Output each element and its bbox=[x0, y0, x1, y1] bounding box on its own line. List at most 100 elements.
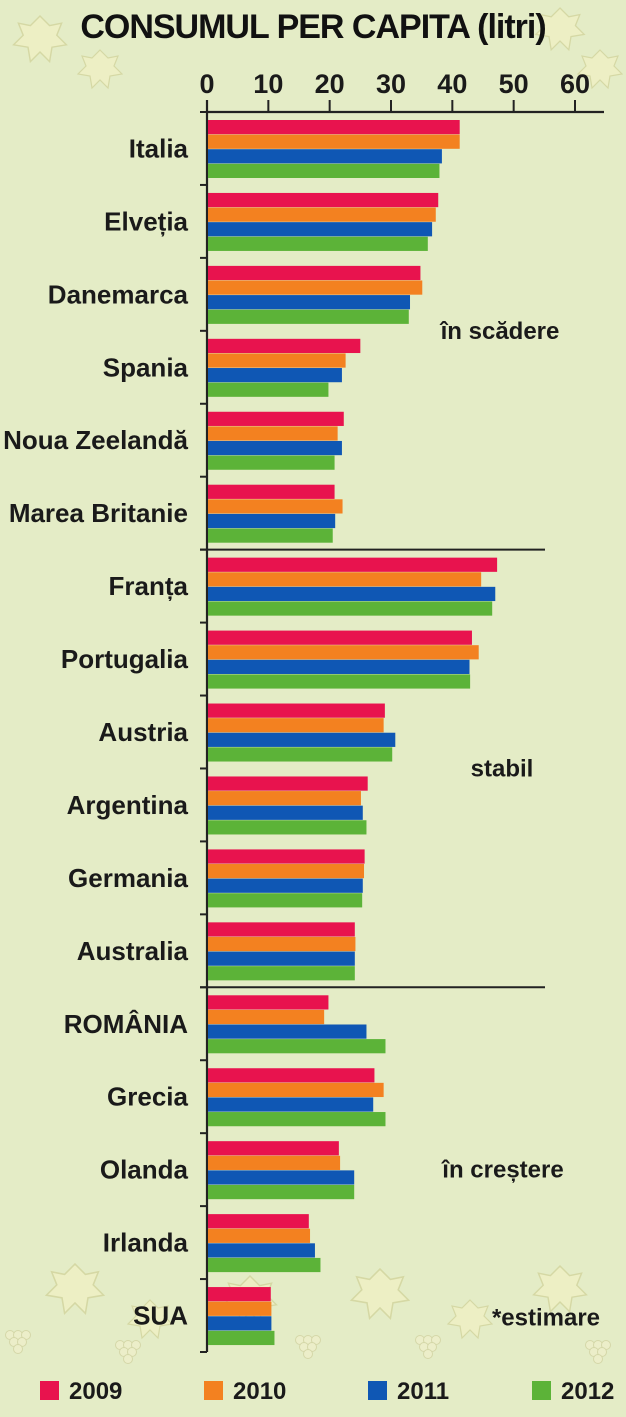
grape-cluster-icon bbox=[295, 1335, 321, 1359]
grape-leaf-icon bbox=[576, 49, 624, 90]
category-label: Grecia bbox=[107, 1082, 188, 1112]
legend-swatch bbox=[40, 1381, 59, 1400]
bar-2012 bbox=[208, 893, 363, 908]
group-label: în creștere bbox=[441, 1157, 563, 1184]
bar-2011 bbox=[208, 951, 355, 966]
bar-2010 bbox=[208, 936, 356, 952]
group-label: stabil bbox=[471, 755, 534, 782]
bar-2010 bbox=[208, 645, 479, 660]
bar-2009 bbox=[208, 120, 460, 135]
bar-2010 bbox=[208, 572, 482, 587]
bar-2011 bbox=[208, 732, 396, 747]
bar-2012 bbox=[208, 1184, 355, 1200]
legend-label: 2010 bbox=[233, 1378, 286, 1405]
bar-2011 bbox=[208, 513, 336, 529]
bar-2011 bbox=[208, 149, 442, 164]
legend-item: 2009 bbox=[40, 1378, 122, 1405]
bar-2009 bbox=[208, 484, 335, 499]
bar-2010 bbox=[208, 207, 436, 222]
group-label: în scădere bbox=[440, 318, 560, 345]
bar-2009 bbox=[208, 557, 498, 572]
bar-2011 bbox=[208, 1024, 367, 1039]
legend-item: 2012 bbox=[532, 1378, 614, 1405]
grape-leaf-icon bbox=[126, 1299, 174, 1340]
bar-2009 bbox=[208, 849, 365, 864]
category-label: Irlanda bbox=[103, 1228, 189, 1258]
bar-2010 bbox=[208, 134, 460, 149]
bar-2009 bbox=[208, 1214, 309, 1229]
category-label: Danemarca bbox=[48, 279, 189, 309]
bar-2012 bbox=[208, 1039, 386, 1054]
bar-2012 bbox=[208, 455, 335, 470]
bar-2012 bbox=[208, 236, 428, 251]
bar-2010 bbox=[208, 1228, 311, 1243]
bar-2010 bbox=[208, 353, 346, 368]
bar-2011 bbox=[208, 440, 342, 456]
bar-2011 bbox=[208, 878, 363, 893]
x-tick-label: 50 bbox=[499, 69, 529, 99]
category-label: Olanda bbox=[100, 1155, 189, 1185]
bar-2011 bbox=[208, 222, 433, 237]
bar-2009 bbox=[208, 995, 329, 1010]
bar-2009 bbox=[208, 922, 355, 937]
grape-leaf-icon bbox=[76, 49, 124, 90]
bar-2011 bbox=[208, 295, 411, 310]
bar-2010 bbox=[208, 426, 338, 441]
bar-2009 bbox=[208, 776, 368, 791]
x-tick-label: 40 bbox=[437, 69, 467, 99]
bar-2009 bbox=[208, 1141, 339, 1156]
bar-2012 bbox=[208, 966, 355, 981]
grape-cluster-icon bbox=[415, 1335, 441, 1359]
bar-2012 bbox=[208, 674, 471, 689]
bar-2011 bbox=[208, 1316, 272, 1331]
grape-cluster-icon bbox=[5, 1330, 31, 1354]
category-label: Portugalia bbox=[61, 644, 189, 674]
category-label: Argentina bbox=[67, 790, 189, 820]
bar-2012 bbox=[208, 820, 367, 835]
bar-2010 bbox=[208, 499, 343, 514]
bar-2010 bbox=[208, 280, 423, 295]
bar-2012 bbox=[208, 747, 393, 762]
grape-cluster-icon bbox=[115, 1340, 141, 1364]
x-tick-label: 10 bbox=[253, 69, 283, 99]
bar-2012 bbox=[208, 382, 329, 397]
grape-leaf-icon bbox=[446, 1299, 494, 1340]
bar-2009 bbox=[208, 338, 361, 354]
bar-2011 bbox=[208, 1243, 315, 1258]
bar-2011 bbox=[208, 1097, 374, 1112]
legend-label: 2012 bbox=[561, 1378, 614, 1405]
chart-title: CONSUMUL PER CAPITA (litri) bbox=[80, 8, 546, 46]
bar-2011 bbox=[208, 659, 470, 674]
grape-leaf-icon bbox=[12, 14, 68, 64]
bar-2011 bbox=[208, 586, 496, 602]
bar-2010 bbox=[208, 864, 365, 879]
bar-2009 bbox=[208, 1068, 375, 1083]
category-label: SUA bbox=[133, 1301, 188, 1331]
bar-2010 bbox=[208, 1009, 325, 1025]
legend-item: 2011 bbox=[368, 1378, 449, 1405]
bar-2010 bbox=[208, 1301, 272, 1316]
bar-2012 bbox=[208, 163, 440, 178]
category-label: Australia bbox=[77, 936, 189, 966]
bar-2010 bbox=[208, 791, 361, 806]
bar-2010 bbox=[208, 718, 384, 733]
grape-cluster-icon bbox=[585, 1340, 611, 1364]
bar-2009 bbox=[208, 703, 385, 718]
legend-swatch bbox=[532, 1381, 551, 1400]
category-label: Franța bbox=[109, 571, 189, 601]
x-tick-label: 0 bbox=[199, 69, 214, 99]
bar-2012 bbox=[208, 1112, 386, 1127]
grape-leaf-icon bbox=[349, 1267, 411, 1321]
category-label: Elveția bbox=[104, 206, 188, 236]
x-tick-label: 30 bbox=[376, 69, 406, 99]
bar-2009 bbox=[208, 1287, 271, 1302]
bar-2009 bbox=[208, 411, 344, 426]
bar-2011 bbox=[208, 1170, 355, 1185]
bar-2011 bbox=[208, 368, 342, 383]
bar-2010 bbox=[208, 1082, 384, 1098]
bar-2012 bbox=[208, 528, 333, 543]
x-tick-label: 20 bbox=[315, 69, 345, 99]
category-label: Marea Britanie bbox=[9, 498, 188, 528]
